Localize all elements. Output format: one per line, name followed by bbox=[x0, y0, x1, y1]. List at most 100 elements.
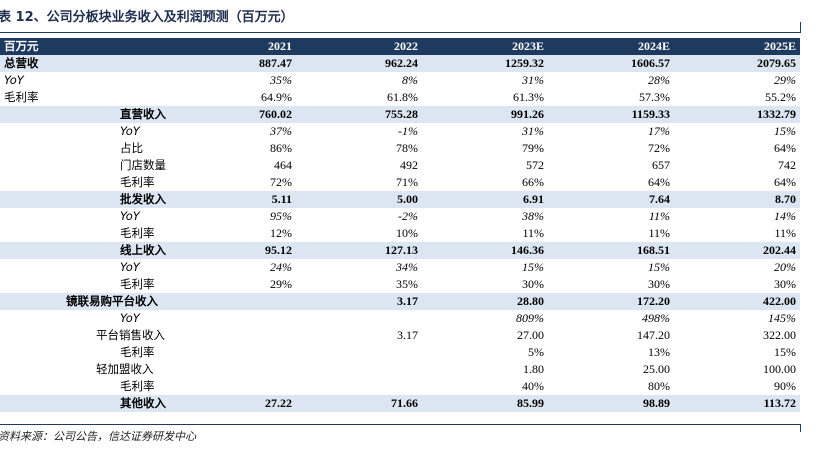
value-cell: 6.91 bbox=[422, 191, 548, 208]
value-cell: 64% bbox=[774, 141, 796, 155]
value-cell bbox=[296, 378, 422, 395]
value-cell: 464 bbox=[274, 158, 292, 172]
value-cell bbox=[296, 310, 422, 327]
value-cell: 572 bbox=[526, 158, 544, 172]
table-row: 平台销售收入 3.17 27.00 147.20 322.00 bbox=[0, 327, 800, 344]
table-row: 线上收入 95.12 127.13 146.36 168.51 202.44 bbox=[0, 242, 800, 259]
table-row: YoY 37% -1% 31% 17% 15% bbox=[0, 123, 800, 140]
value-cell: 146.36 bbox=[422, 242, 548, 259]
value-cell: 61.8% bbox=[387, 90, 418, 104]
value-cell: 422.00 bbox=[674, 293, 800, 310]
value-cell: 31% bbox=[522, 124, 544, 138]
table-row: 毛利率 72% 71% 66% 64% 64% bbox=[0, 174, 800, 191]
value-cell: 13% bbox=[648, 345, 670, 359]
table-row: 镜联易购平台收入 3.17 28.80 172.20 422.00 bbox=[0, 293, 800, 310]
value-cell: 64% bbox=[648, 175, 670, 189]
table-row: 直营收入 760.02 755.28 991.26 1159.33 1332.79 bbox=[0, 106, 800, 123]
value-cell: 492 bbox=[400, 158, 418, 172]
value-cell: 1159.33 bbox=[548, 106, 674, 123]
table-row: 毛利率 5% 13% 15% bbox=[0, 344, 800, 361]
value-cell: 80% bbox=[648, 379, 670, 393]
value-cell: 66% bbox=[522, 175, 544, 189]
value-cell: 28.80 bbox=[422, 293, 548, 310]
value-cell: 7.64 bbox=[548, 191, 674, 208]
value-cell: 5.11 bbox=[190, 191, 296, 208]
row-label: 平台销售收入 bbox=[96, 328, 165, 342]
table-row: YoY 24% 34% 15% 15% 20% bbox=[0, 259, 800, 276]
value-cell: 15% bbox=[522, 260, 544, 274]
row-label: 其他收入 bbox=[0, 395, 190, 412]
value-cell: 127.13 bbox=[296, 242, 422, 259]
row-label: 占比 bbox=[120, 141, 143, 155]
value-cell: 11% bbox=[648, 209, 670, 223]
value-cell: 755.28 bbox=[296, 106, 422, 123]
header-cell: 2025E bbox=[674, 38, 800, 55]
value-cell: 40% bbox=[522, 379, 544, 393]
value-cell: 5.00 bbox=[296, 191, 422, 208]
value-cell: 72% bbox=[270, 175, 292, 189]
value-cell: 64.9% bbox=[261, 90, 292, 104]
value-cell: 78% bbox=[396, 141, 418, 155]
top-rule-tick bbox=[800, 22, 801, 33]
value-cell: 27.00 bbox=[517, 328, 544, 342]
table-caption: 表 12、公司分板块业务收入及利润预测（百万元） bbox=[0, 10, 294, 25]
value-cell: 2079.65 bbox=[674, 55, 800, 72]
table-row: 毛利率 64.9% 61.8% 61.3% 57.3% 55.2% bbox=[0, 89, 800, 106]
row-label: 总营收 bbox=[0, 55, 190, 72]
value-cell: -1% bbox=[398, 124, 418, 138]
value-cell: 202.44 bbox=[674, 242, 800, 259]
value-cell bbox=[296, 361, 422, 378]
value-cell: 742 bbox=[778, 158, 796, 172]
value-cell: 113.72 bbox=[674, 395, 800, 412]
value-cell: 95% bbox=[270, 209, 292, 223]
value-cell: 57.3% bbox=[639, 90, 670, 104]
row-label: YoY bbox=[4, 73, 24, 87]
value-cell: 100.00 bbox=[763, 362, 796, 376]
value-cell: 29% bbox=[774, 73, 796, 87]
value-cell: 5% bbox=[528, 345, 544, 359]
revenue-forecast-table: 百万元 2021 2022 2023E 2024E 2025E 总营收 887.4… bbox=[0, 38, 800, 412]
table-row: YoY 35% 8% 31% 28% 29% bbox=[0, 72, 800, 89]
value-cell: 35% bbox=[270, 73, 292, 87]
value-cell: 147.20 bbox=[637, 328, 670, 342]
header-cell: 2023E bbox=[422, 38, 548, 55]
value-cell: 31% bbox=[522, 73, 544, 87]
value-cell: 85.99 bbox=[422, 395, 548, 412]
header-cell: 百万元 bbox=[0, 38, 190, 55]
value-cell: 10% bbox=[396, 226, 418, 240]
value-cell: 3.17 bbox=[397, 328, 418, 342]
table-row: 轻加盟收入 1.80 25.00 100.00 bbox=[0, 361, 800, 378]
value-cell bbox=[190, 378, 296, 395]
value-cell: 24% bbox=[270, 260, 292, 274]
table-row: 占比 86% 78% 79% 72% 64% bbox=[0, 140, 800, 157]
value-cell: 11% bbox=[774, 226, 796, 240]
value-cell: 38% bbox=[522, 209, 544, 223]
value-cell: 15% bbox=[774, 345, 796, 359]
row-label: 毛利率 bbox=[4, 90, 39, 104]
value-cell: 12% bbox=[270, 226, 292, 240]
value-cell: 34% bbox=[396, 260, 418, 274]
header-cell: 2024E bbox=[548, 38, 674, 55]
bottom-rule-tick bbox=[800, 424, 801, 432]
value-cell bbox=[190, 310, 296, 327]
value-cell: 71.66 bbox=[296, 395, 422, 412]
row-label: 毛利率 bbox=[120, 345, 155, 359]
row-label: 毛利率 bbox=[120, 277, 155, 291]
value-cell: 71% bbox=[396, 175, 418, 189]
value-cell: 90% bbox=[774, 379, 796, 393]
header-row: 百万元 2021 2022 2023E 2024E 2025E bbox=[0, 38, 800, 55]
table-row: 总营收 887.47 962.24 1259.32 1606.57 2079.65 bbox=[0, 55, 800, 72]
value-cell: 29% bbox=[270, 277, 292, 291]
table-row: 门店数量 464 492 572 657 742 bbox=[0, 157, 800, 174]
value-cell bbox=[190, 293, 296, 310]
value-cell: 15% bbox=[774, 124, 796, 138]
value-cell: 15% bbox=[648, 260, 670, 274]
value-cell: 17% bbox=[648, 124, 670, 138]
table-row: 毛利率 12% 10% 11% 11% 11% bbox=[0, 225, 800, 242]
value-cell: 991.26 bbox=[422, 106, 548, 123]
row-label: 镜联易购平台收入 bbox=[0, 293, 190, 310]
row-label: 毛利率 bbox=[120, 226, 155, 240]
value-cell: 55.2% bbox=[765, 90, 796, 104]
bottom-rule bbox=[0, 424, 800, 425]
row-label: 轻加盟收入 bbox=[96, 362, 154, 376]
